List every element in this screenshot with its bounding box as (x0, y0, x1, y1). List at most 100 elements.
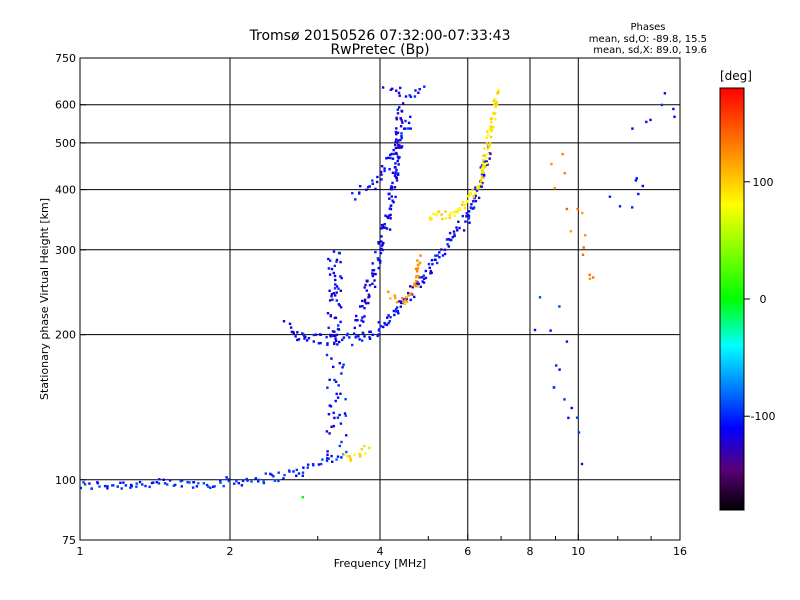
data-point-lower-layer (467, 215, 471, 218)
data-point-x-mode-high (477, 185, 480, 188)
data-point-middle-trace (376, 257, 380, 260)
data-point-x-mode-high (483, 164, 486, 168)
data-point-ground-trace (130, 485, 133, 488)
data-point-green-dot (301, 496, 304, 499)
data-point-lower-layer (329, 333, 332, 337)
data-point-middle-trace (361, 299, 364, 303)
data-point-x-mode-low (419, 254, 422, 257)
data-point-ground-trace (326, 456, 329, 460)
stats-line-o: mean, sd,O: -89.8, 15.5 (589, 34, 707, 45)
data-point-ground-trace (180, 479, 184, 482)
data-point-middle-trace (379, 248, 382, 251)
data-point-lower-layer (419, 285, 422, 288)
data-point-lower-layer (352, 332, 356, 335)
data-point-scattered-noise (577, 431, 581, 434)
data-point-x-mode-low (415, 276, 418, 279)
data-point-middle-trace (396, 108, 399, 111)
data-point-ground-trace (254, 477, 257, 480)
data-point-x-mode-high (448, 216, 451, 219)
data-point-middle-trace (394, 143, 397, 147)
data-point-x-mode-high (479, 180, 482, 183)
data-point-x-mode-low (418, 261, 422, 264)
data-point-mixed-far (588, 273, 591, 277)
data-point-spike-3.2 (325, 430, 329, 433)
y-tick-label: 600 (55, 99, 76, 112)
data-point-middle-trace (388, 228, 392, 231)
data-point-lower-layer (468, 221, 471, 224)
data-point-x-mode-high (494, 112, 497, 115)
data-point-vertical-band-3.2 (329, 315, 332, 318)
data-point-x-mode-high (480, 167, 484, 170)
data-point-lower-layer (470, 207, 473, 210)
data-point-x-mode-high (486, 133, 490, 137)
data-point-vertical-band-3.2 (339, 260, 342, 264)
data-point-lower-layer (415, 283, 419, 286)
data-point-x-mode-high (494, 98, 497, 101)
data-point-spike-3.4 (341, 366, 344, 369)
data-point-middle-trace (368, 295, 371, 298)
data-point-lower-layer (411, 286, 414, 289)
data-point-spike-3.2 (330, 425, 333, 428)
data-point-ground-yellow (353, 453, 356, 456)
data-point-x-mode-high (429, 218, 432, 221)
data-point-lower-layer (379, 325, 383, 328)
data-point-upper-trace (409, 95, 413, 98)
data-point-upper-trace (400, 132, 403, 135)
data-point-ground-yellow (359, 453, 362, 457)
data-point-vertical-band-3.2 (335, 258, 339, 262)
data-point-ground-trace (180, 485, 183, 488)
data-point-upper-trace (423, 85, 426, 88)
data-point-middle-trace (355, 314, 358, 318)
data-point-lower-layer (448, 231, 452, 235)
data-point-x-mode-high (466, 195, 469, 198)
data-point-middle-trace (391, 186, 394, 189)
data-point-mixed-far (553, 187, 556, 190)
data-point-ground-trace (277, 479, 280, 483)
data-point-ground-trace (301, 474, 304, 477)
data-point-lower-layer (368, 330, 371, 334)
data-point-scattered-noise (558, 368, 561, 371)
data-point-upper-trace (407, 127, 410, 130)
data-point-upper-trace (414, 89, 417, 92)
data-point-upper-trace (374, 187, 377, 191)
data-point-middle-trace (381, 225, 384, 228)
data-point-x-mode-low (416, 267, 419, 271)
data-point-x-mode-high (495, 100, 498, 104)
data-point-middle-trace (388, 207, 391, 210)
data-point-lower-layer (361, 339, 364, 342)
data-point-ground-trace (106, 485, 109, 488)
data-point-middle-trace (395, 118, 398, 121)
data-point-ground-trace (207, 485, 210, 488)
data-point-x-mode-high (468, 194, 471, 197)
data-point-upper-trace (389, 156, 392, 160)
data-point-ground-trace (222, 484, 225, 488)
data-point-spike-3.4 (338, 413, 341, 417)
data-point-middle-trace (391, 199, 394, 202)
y-tick-label: 75 (62, 534, 76, 547)
data-point-middle-trace (397, 163, 400, 166)
data-point-ground-trace (103, 484, 107, 488)
data-point-vertical-band-3.2 (334, 283, 337, 286)
data-point-lower-layer (409, 298, 412, 302)
data-point-lower-layer (477, 196, 481, 200)
data-point-ground-trace (283, 473, 286, 477)
data-point-x-mode-high (481, 165, 485, 168)
data-point-mixed-far (563, 172, 566, 175)
data-point-ground-trace (292, 470, 295, 473)
data-point-lower-layer (438, 256, 441, 259)
data-point-x-mode-low (418, 263, 421, 266)
data-point-vertical-band-3.2 (333, 274, 337, 278)
data-point-ground-trace (257, 478, 260, 481)
data-point-ground-trace (219, 481, 222, 484)
data-point-lower-layer (453, 233, 456, 236)
data-point-scattered-noise (608, 195, 612, 198)
data-point-x-mode-high (490, 121, 493, 124)
data-point-ground-trace (272, 475, 275, 478)
data-point-x-mode-low (403, 302, 406, 306)
data-point-x-mode-high (492, 112, 495, 115)
data-point-lower-layer (480, 173, 484, 176)
data-point-lower-layer (488, 157, 491, 160)
data-point-lower-layer (378, 328, 381, 331)
x-tick-label: 6 (464, 545, 471, 558)
